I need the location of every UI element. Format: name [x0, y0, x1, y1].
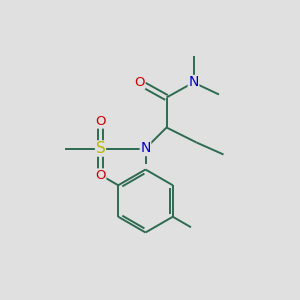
- Text: N: N: [140, 142, 151, 155]
- Text: O: O: [134, 76, 145, 89]
- Text: O: O: [95, 115, 106, 128]
- Text: N: N: [188, 76, 199, 89]
- Text: O: O: [95, 169, 106, 182]
- Text: S: S: [96, 141, 105, 156]
